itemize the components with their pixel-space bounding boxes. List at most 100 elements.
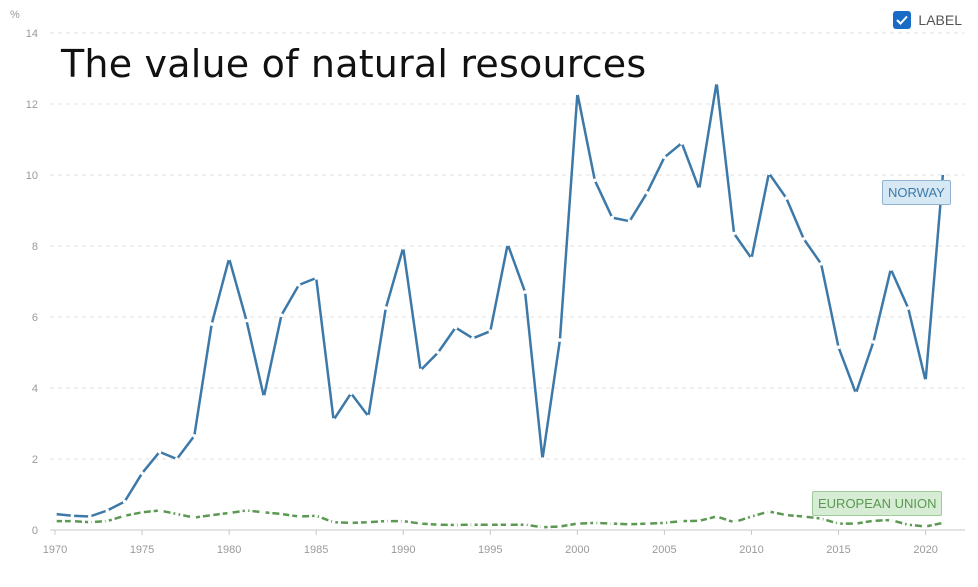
data-point-norway	[714, 80, 719, 85]
data-point-norway	[140, 471, 144, 476]
data-point-norway	[593, 178, 597, 183]
y-tick-label: 2	[32, 454, 38, 466]
data-point-european-union	[262, 510, 266, 515]
x-tick-label: 1985	[304, 544, 328, 556]
label-toggle[interactable]: LABEL	[893, 11, 962, 29]
x-axis-ticks: 1970 1975 1980 1985 1990 1995 2000 2005 2010 2015…	[43, 530, 938, 556]
data-point-norway	[105, 508, 109, 513]
data-point-norway	[349, 391, 353, 396]
data-point-european-union	[923, 524, 928, 529]
data-point-norway	[297, 283, 301, 287]
data-point-european-union	[906, 522, 910, 527]
data-point-norway	[575, 91, 580, 96]
data-point-european-union	[801, 514, 806, 519]
data-point-norway	[941, 171, 945, 175]
x-tick-label: 1970	[43, 544, 67, 556]
data-point-european-union	[471, 522, 475, 527]
data-point-european-union	[854, 521, 858, 526]
data-point-norway	[436, 350, 440, 355]
data-point-norway	[801, 237, 806, 241]
data-point-norway	[122, 499, 127, 504]
data-point-norway	[540, 457, 545, 461]
data-point-norway	[453, 325, 458, 330]
data-point-european-union	[366, 520, 371, 524]
x-tick-label: 1990	[391, 544, 415, 556]
y-tick-label: 8	[32, 241, 38, 253]
x-tick-label: 2020	[913, 544, 937, 556]
gridlines	[50, 32, 965, 531]
data-point-norway	[331, 418, 336, 422]
data-point-norway	[157, 450, 162, 454]
data-point-european-union	[244, 508, 249, 513]
data-point-norway	[906, 306, 910, 310]
y-axis-unit: %	[10, 9, 20, 21]
data-point-european-union	[889, 518, 893, 522]
data-point-european-union	[209, 513, 214, 517]
data-point-european-union	[558, 524, 562, 529]
data-point-norway	[70, 514, 75, 518]
data-point-european-union	[157, 508, 162, 513]
x-tick-label: 2010	[739, 544, 763, 556]
x-tick-label: 2000	[565, 544, 589, 556]
data-point-norway	[471, 336, 475, 341]
data-point-european-union	[453, 523, 458, 527]
data-point-norway	[889, 267, 893, 271]
data-point-norway	[244, 318, 249, 323]
data-point-european-union	[401, 519, 406, 523]
data-point-european-union	[749, 514, 754, 519]
data-point-norway	[697, 187, 701, 191]
data-point-european-union	[122, 514, 127, 518]
data-point-norway	[749, 256, 754, 261]
data-point-european-union	[505, 522, 510, 527]
data-point-european-union	[819, 516, 823, 521]
data-point-european-union	[227, 511, 231, 515]
data-point-norway	[732, 231, 736, 236]
x-tick-label: 2005	[652, 544, 676, 556]
data-point-norway	[871, 340, 876, 344]
data-point-norway	[645, 191, 649, 195]
x-tick-label: 1995	[478, 544, 502, 556]
x-tick-label: 1980	[217, 544, 241, 556]
y-tick-label: 12	[26, 99, 38, 111]
data-point-norway	[784, 196, 789, 200]
data-point-european-union	[488, 522, 493, 527]
y-tick-label: 6	[32, 312, 38, 324]
label-toggle-text: LABEL	[918, 12, 962, 28]
data-point-norway	[488, 329, 493, 334]
data-point-norway	[680, 141, 684, 145]
data-point-norway	[314, 276, 319, 280]
data-point-european-union	[140, 510, 144, 515]
data-point-european-union	[575, 521, 580, 526]
data-point-european-union	[767, 509, 771, 514]
data-point-european-union	[941, 521, 945, 525]
data-point-european-union	[88, 520, 92, 524]
y-tick-label: 14	[26, 28, 38, 40]
data-point-european-union	[593, 521, 597, 525]
data-point-european-union	[384, 519, 388, 523]
data-point-norway	[227, 256, 231, 261]
data-point-norway	[923, 379, 928, 383]
data-point-norway	[505, 242, 510, 246]
data-point-european-union	[784, 513, 789, 517]
data-point-european-union	[662, 521, 667, 525]
data-point-european-union	[418, 521, 423, 526]
data-point-norway	[366, 414, 371, 419]
data-point-european-union	[523, 522, 527, 527]
y-tick-label: 10	[26, 170, 38, 182]
y-tick-label: 4	[32, 383, 38, 395]
data-point-european-union	[70, 519, 75, 523]
data-point-norway	[401, 246, 406, 250]
data-point-norway	[627, 219, 632, 223]
data-point-european-union	[732, 520, 736, 524]
data-point-european-union	[680, 519, 684, 523]
series-line-norway	[54, 81, 945, 518]
data-point-norway	[819, 262, 823, 266]
data-point-european-union	[645, 521, 649, 526]
data-point-norway	[88, 514, 92, 519]
checkbox-checked-icon[interactable]	[893, 11, 912, 29]
data-point-norway	[767, 171, 771, 175]
data-point-norway	[209, 322, 214, 326]
series-line-european-union	[55, 509, 944, 529]
data-point-norway	[610, 215, 614, 220]
